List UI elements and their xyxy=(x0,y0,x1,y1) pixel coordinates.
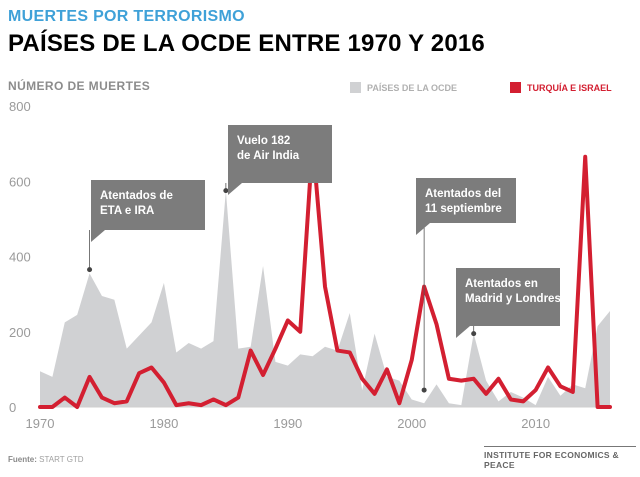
callout-text: ETA e IRA xyxy=(100,205,154,217)
callout-text: Vuelo 182 xyxy=(237,135,290,147)
callout-tail xyxy=(416,223,430,235)
x-tick-label: 1980 xyxy=(149,416,178,431)
legend-turkey-israel-swatch xyxy=(510,82,521,93)
callout-dot xyxy=(421,387,427,393)
callout-text: de Air India xyxy=(237,150,300,162)
callout-tail xyxy=(91,230,105,242)
callout-dot xyxy=(87,267,93,273)
y-tick-label: 600 xyxy=(9,174,31,189)
legend-turkey-israel: TURQUÍA E ISRAEL xyxy=(510,82,612,93)
callout-box xyxy=(91,180,205,230)
callout-text: Atentados del xyxy=(425,188,501,200)
callout-text: Atentados de xyxy=(100,190,173,202)
callout-tail xyxy=(456,326,470,338)
oecd-area-series xyxy=(40,190,610,407)
x-tick-label: 2000 xyxy=(397,416,426,431)
chart-title: PAÍSES DE LA OCDE ENTRE 1970 Y 2016 xyxy=(8,30,485,57)
callout-text: Madrid y Londres xyxy=(465,293,561,305)
y-tick-label: 200 xyxy=(9,325,31,340)
callout-box xyxy=(416,178,516,223)
chart-supertitle: MUERTES POR TERRORISMO xyxy=(8,8,245,25)
x-tick-label: 2010 xyxy=(521,416,550,431)
callout-dot xyxy=(223,188,229,194)
callout-text: 11 septiembre xyxy=(425,203,502,215)
source-label: Fuente: xyxy=(8,455,37,464)
legend-oecd-label: PAÍSES DE LA OCDE xyxy=(367,82,458,93)
brand-logo: INSTITUTE FOR ECONOMICS & PEACE xyxy=(484,446,636,470)
x-tick-label: 1970 xyxy=(26,416,55,431)
callout-box xyxy=(228,125,332,183)
legend-turkey-israel-label: TURQUÍA E ISRAEL xyxy=(527,82,612,93)
y-tick-label: 800 xyxy=(9,99,31,114)
x-tick-label: 1990 xyxy=(273,416,302,431)
y-tick-label: 0 xyxy=(9,400,16,415)
y-axis-label: NÚMERO DE MUERTES xyxy=(8,79,151,93)
callout-dot xyxy=(471,331,477,337)
callout-tail xyxy=(228,183,242,195)
callout-box xyxy=(456,268,560,326)
callout-text: Atentados en xyxy=(465,278,538,290)
source-text: START GTD xyxy=(39,455,84,464)
legend-oecd: PAÍSES DE LA OCDE xyxy=(350,82,457,93)
y-tick-label: 400 xyxy=(9,250,31,265)
source-note: Fuente: START GTD xyxy=(8,455,84,464)
turkey-israel-line-series xyxy=(38,139,612,409)
legend-oecd-swatch xyxy=(350,82,361,93)
